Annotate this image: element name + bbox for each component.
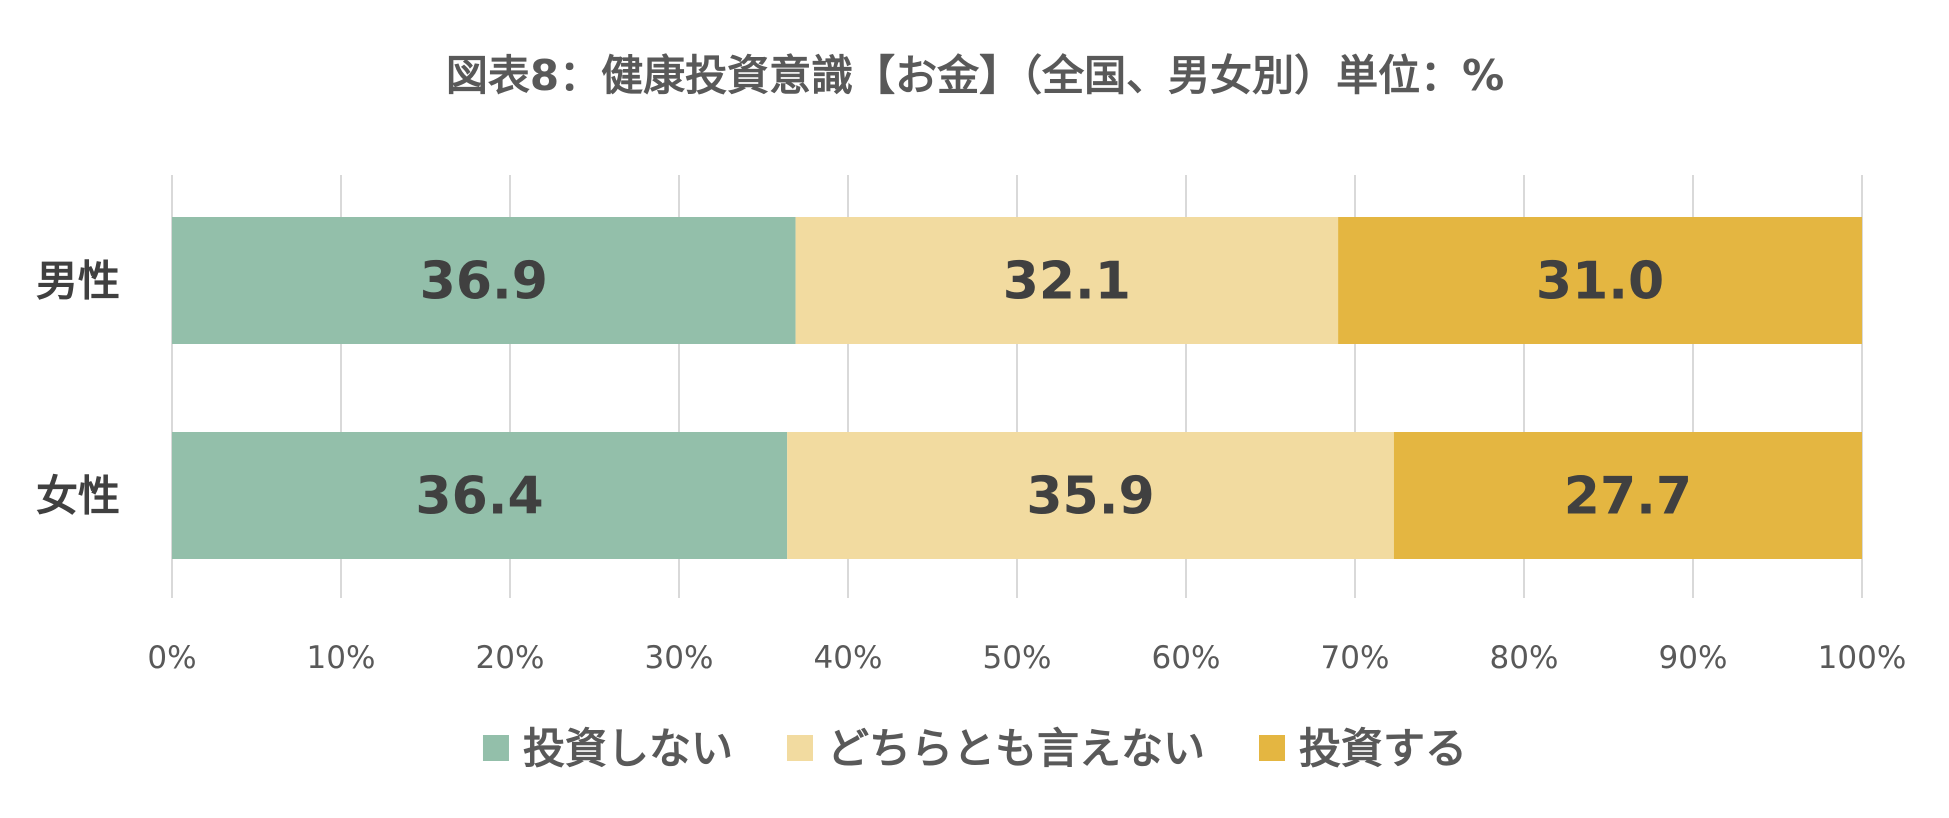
- category-label: 男性: [36, 257, 120, 306]
- x-axis-tick-labels: 0% 10% 20% 30% 40% 50% 60% 70% 80% 90% 100%: [147, 640, 1906, 676]
- legend-swatch: [482, 735, 509, 761]
- x-tick-label: 30%: [645, 640, 714, 676]
- x-tick-label: 80%: [1490, 640, 1559, 676]
- legend-swatch: [1259, 735, 1286, 761]
- x-tick-label: 0%: [147, 640, 196, 676]
- chart-title: 図表8：健康投資意識【お金】（全国、男女別）単位：%: [446, 51, 1504, 100]
- bar-segment: [795, 217, 1339, 344]
- bar-segment: [1393, 432, 1862, 559]
- data-label: 36.4: [415, 467, 543, 527]
- x-tick-label: 60%: [1152, 640, 1221, 676]
- data-label: 36.9: [420, 252, 548, 312]
- data-label: 35.9: [1026, 467, 1154, 527]
- x-tick-label: 10%: [307, 640, 376, 676]
- bar-segment: [172, 432, 788, 559]
- bars: 36.9 32.1 31.0 36.4 35.9 27.7: [172, 217, 1862, 559]
- x-tick-label: 20%: [476, 640, 545, 676]
- x-tick-label: 50%: [983, 640, 1052, 676]
- legend-swatch: [786, 735, 813, 761]
- bar-segment: [1338, 217, 1862, 344]
- legend: 投資しない どちらとも言えない 投資する: [482, 724, 1467, 773]
- x-tick-label: 90%: [1659, 640, 1728, 676]
- legend-label: どちらとも言えない: [827, 724, 1205, 773]
- x-tick-label: 100%: [1818, 640, 1907, 676]
- data-label: 32.1: [1003, 252, 1131, 312]
- x-tick-label: 70%: [1321, 640, 1390, 676]
- bar-segment: [787, 432, 1394, 559]
- x-tick-label: 40%: [814, 640, 883, 676]
- data-label: 31.0: [1536, 252, 1664, 312]
- data-label: 27.7: [1564, 467, 1692, 527]
- legend-label: 投資する: [1299, 724, 1467, 773]
- legend-label: 投資しない: [523, 724, 733, 773]
- bar-segment: [172, 217, 796, 344]
- category-label: 女性: [36, 472, 120, 521]
